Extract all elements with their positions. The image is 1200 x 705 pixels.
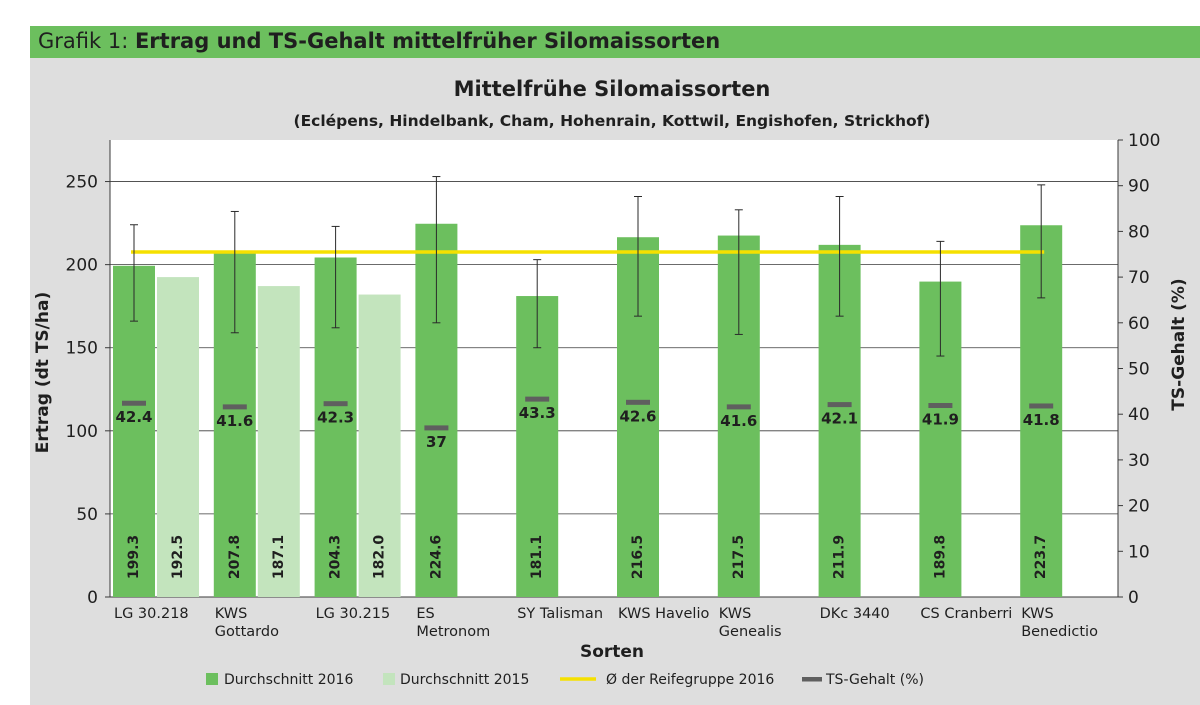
figure-header: Grafik 1: Ertrag und TS-Gehalt mittelfrü…: [30, 26, 1200, 58]
ts-marker: [928, 403, 953, 409]
x-tick-label: ES: [416, 606, 434, 622]
x-tick-label: LG 30.215: [316, 606, 391, 622]
ts-label: 41.8: [1023, 411, 1060, 429]
x-tick-label: KWS: [719, 606, 752, 622]
x-tick-label: DKc 3440: [820, 606, 890, 622]
ts-label: 37: [426, 433, 447, 451]
y2-tick-label: 50: [1128, 360, 1150, 380]
ts-marker: [626, 399, 650, 405]
bar-2015: [358, 294, 401, 597]
y-tick-label: 0: [87, 588, 98, 608]
y2-tick-label: 10: [1128, 542, 1150, 562]
x-tick-label: Metronom: [416, 624, 490, 640]
ts-label: 41.6: [720, 412, 757, 430]
ts-marker: [122, 400, 146, 406]
bar-2016-label: 189.8: [932, 535, 948, 579]
bar-2015-label: 192.5: [170, 535, 186, 579]
ts-label: 42.1: [821, 410, 858, 428]
y-tick-label: 200: [66, 256, 98, 276]
ts-marker: [424, 425, 449, 431]
legend-label-ts: TS-Gehalt (%): [825, 672, 924, 688]
x-tick-label: CS Cranberri: [920, 606, 1012, 622]
y-tick-label: 50: [76, 505, 98, 525]
ts-marker: [726, 404, 751, 410]
bar-2016-label: 211.9: [832, 535, 848, 579]
legend-swatch-ts: [802, 677, 822, 682]
y2-tick-label: 40: [1128, 405, 1150, 425]
caption-prefix: Grafik 1:: [38, 29, 135, 53]
x-tick-label: KWS Havelio: [618, 606, 709, 622]
ts-marker: [323, 401, 348, 407]
ts-marker: [827, 402, 852, 408]
bar-2016-label: 216.5: [630, 535, 646, 579]
legend-swatch-2016: [206, 673, 218, 685]
chart-subtitle: (Eclépens, Hindelbank, Cham, Hohenrain, …: [294, 112, 931, 130]
y2-tick-label: 0: [1128, 588, 1139, 608]
bar-2016-label: 224.6: [428, 535, 444, 579]
bar-2015: [257, 286, 300, 597]
figure-caption: Grafik 1: Ertrag und TS-Gehalt mittelfrü…: [38, 29, 720, 53]
chart-title: Mittelfrühe Silomaissorten: [454, 77, 771, 101]
bar-2015-label: 182.0: [372, 535, 388, 580]
y-tick-label: 250: [66, 173, 98, 193]
x-tick-label: Genealis: [719, 624, 782, 640]
x-axis-label: Sorten: [580, 642, 644, 662]
y2-tick-label: 30: [1128, 451, 1150, 471]
y-tick-label: 150: [66, 339, 98, 359]
bar-2016-label: 204.3: [328, 535, 344, 579]
ts-marker: [1029, 403, 1054, 409]
caption-title: Ertrag und TS-Gehalt mittelfrüher Siloma…: [134, 29, 721, 53]
legend-label-2016: Durchschnitt 2016: [224, 672, 353, 688]
ts-marker: [525, 396, 550, 402]
y2-tick-label: 100: [1128, 131, 1160, 151]
y2-tick-label: 80: [1128, 222, 1150, 242]
y2-tick-label: 20: [1128, 497, 1150, 517]
ts-label: 41.6: [216, 412, 253, 430]
bar-2016-label: 207.8: [227, 535, 243, 579]
x-tick-label: KWS: [1021, 606, 1054, 622]
legend-swatch-2015: [383, 673, 395, 685]
legend-label-2015: Durchschnitt 2015: [400, 672, 529, 688]
bar-2016-label: 223.7: [1033, 535, 1049, 579]
bar-2015: [157, 277, 199, 597]
x-tick-label: LG 30.218: [114, 606, 189, 622]
ts-label: 41.9: [922, 411, 959, 429]
ts-marker: [222, 404, 247, 410]
bar-2015-label: 187.1: [271, 535, 287, 579]
x-tick-label: Gottardo: [215, 624, 279, 640]
y2-axis-label: TS-Gehalt (%): [1169, 278, 1189, 410]
y-axis-label: Ertrag (dt TS/ha): [33, 292, 53, 453]
x-tick-label: KWS: [215, 606, 248, 622]
ts-label: 43.3: [519, 404, 556, 422]
y2-tick-label: 60: [1128, 314, 1150, 334]
ts-label: 42.3: [317, 409, 354, 427]
x-tick-label: SY Talisman: [517, 606, 603, 622]
y2-tick-label: 90: [1128, 177, 1150, 197]
ts-label: 42.4: [115, 408, 152, 426]
bar-2016-label: 181.1: [529, 535, 545, 579]
y-tick-label: 100: [66, 422, 98, 442]
x-tick-label: Benedictio: [1021, 624, 1098, 640]
legend-label-average: Ø der Reifegruppe 2016: [606, 672, 774, 688]
bar-2016-label: 199.3: [126, 535, 142, 579]
bar-2016-label: 217.5: [731, 535, 747, 579]
y2-tick-label: 70: [1128, 268, 1150, 288]
ts-label: 42.6: [619, 407, 656, 425]
